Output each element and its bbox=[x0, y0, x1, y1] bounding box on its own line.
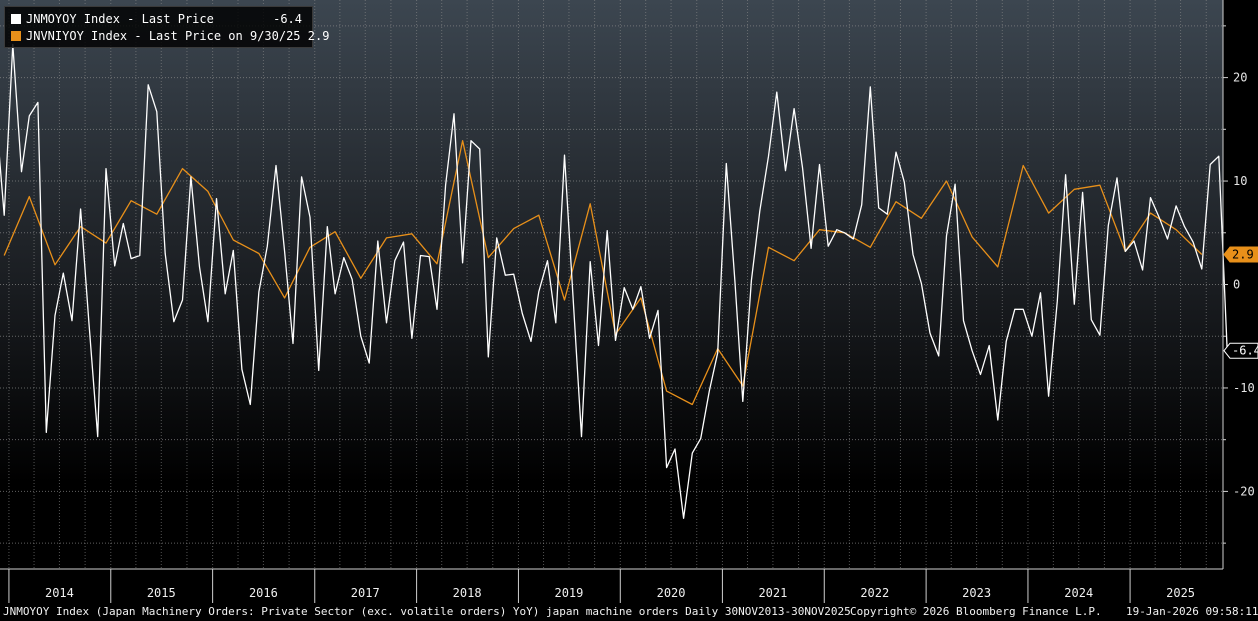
legend-label: JNMOYOY Index - Last Price bbox=[26, 12, 214, 26]
last-value-labels: 2.9 -6.4 bbox=[1223, 246, 1258, 359]
footer-copyright: Copyright© 2026 Bloomberg Finance L.P. bbox=[850, 605, 1102, 618]
y-tick-label: -10 bbox=[1233, 381, 1255, 395]
gridlines bbox=[0, 0, 1223, 569]
x-tick-label: 2016 bbox=[249, 586, 278, 600]
y-tick-label: 10 bbox=[1233, 174, 1247, 188]
series-line bbox=[0, 43, 1228, 519]
legend-swatch-orange bbox=[11, 31, 21, 41]
y-axis: -20 -10 0 10 20 bbox=[1223, 25, 1255, 544]
x-tick-label: 2024 bbox=[1064, 586, 1093, 600]
last-value-label: 2.9 bbox=[1232, 247, 1254, 261]
x-tick-label: 2019 bbox=[554, 586, 583, 600]
legend-value: 2.9 bbox=[307, 29, 330, 43]
x-tick-label: 2015 bbox=[147, 586, 176, 600]
x-tick-label: 2020 bbox=[657, 586, 686, 600]
x-tick-label: 2017 bbox=[351, 586, 380, 600]
footer: JNMOYOY Index (Japan Machinery Orders: P… bbox=[0, 603, 1258, 621]
last-value-label: -6.4 bbox=[1232, 344, 1258, 358]
x-tick-label: 2022 bbox=[860, 586, 889, 600]
y-tick-label: 20 bbox=[1233, 71, 1247, 85]
x-tick-label: 2025 bbox=[1166, 586, 1195, 600]
series-jnvniyoy bbox=[3, 140, 1203, 406]
x-tick-label: 2014 bbox=[45, 586, 74, 600]
last-value-flag bbox=[1223, 342, 1258, 359]
x-axis: 2014 2015 2016 2017 2018 2019 2020 2021 2022 2023… bbox=[8, 569, 1195, 603]
footer-timestamp: 19-Jan-2026 09:58:11 bbox=[1126, 605, 1258, 618]
legend-value: -6.4 bbox=[273, 12, 302, 26]
x-tick-label: 2023 bbox=[962, 586, 991, 600]
legend-item-jnmoyoy: JNMOYOY Index - Last Price -6.4 bbox=[11, 12, 308, 27]
legend-swatch-white bbox=[11, 14, 21, 24]
series-jnmoyoy bbox=[0, 43, 1228, 519]
x-tick-label: 2021 bbox=[758, 586, 787, 600]
series-line bbox=[3, 140, 1203, 406]
legend-item-jnvniyoy: JNVNIYOY Index - Last Price on 9/30/25 2… bbox=[11, 29, 329, 44]
legend: JNMOYOY Index - Last Price -6.4 JNVNIYOY… bbox=[4, 6, 329, 48]
footer-description: JNMOYOY Index (Japan Machinery Orders: P… bbox=[3, 605, 851, 618]
last-value-flag bbox=[1223, 246, 1258, 263]
x-tick-label: 2018 bbox=[453, 586, 482, 600]
y-tick-label: -20 bbox=[1233, 484, 1255, 498]
y-tick-label: 0 bbox=[1233, 278, 1240, 292]
legend-label: JNVNIYOY Index - Last Price on 9/30/25 bbox=[26, 29, 301, 43]
